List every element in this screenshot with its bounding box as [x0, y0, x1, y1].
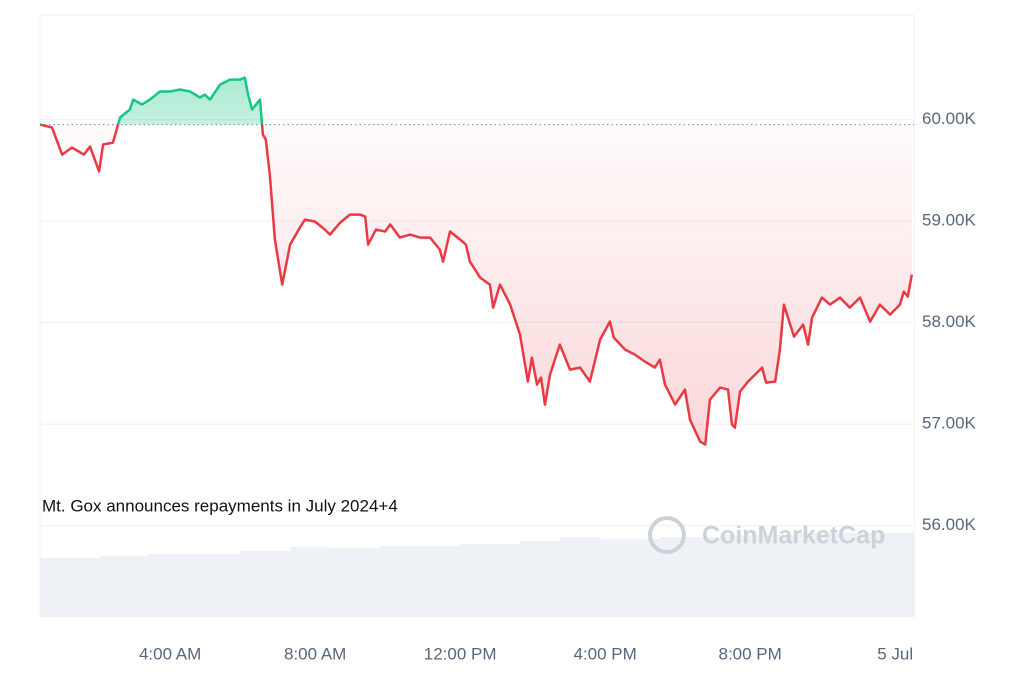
price-area	[40, 77, 912, 445]
x-tick-label: 4:00 PM	[573, 644, 636, 663]
y-tick-label: 58.00K	[922, 312, 977, 331]
y-tick-label: 59.00K	[922, 211, 977, 230]
watermark-text: CoinMarketCap	[702, 522, 885, 550]
x-tick-label: 5 Jul	[877, 644, 913, 663]
x-tick-label: 12:00 PM	[424, 644, 497, 663]
watermark-logo	[648, 516, 686, 554]
watermark: CoinMarketCap	[648, 516, 885, 554]
price-line	[39, 76, 914, 446]
y-tick-label: 57.00K	[922, 414, 977, 433]
x-tick-label: 8:00 PM	[718, 644, 781, 663]
volume-area	[40, 533, 914, 617]
y-tick-label: 60.00K	[922, 109, 977, 128]
x-tick-label: 8:00 AM	[284, 644, 346, 663]
y-tick-label: 56.00K	[922, 515, 977, 534]
annotation: Mt. Gox announces repayments in July 202…	[42, 496, 398, 515]
x-tick-label: 4:00 AM	[139, 644, 201, 663]
